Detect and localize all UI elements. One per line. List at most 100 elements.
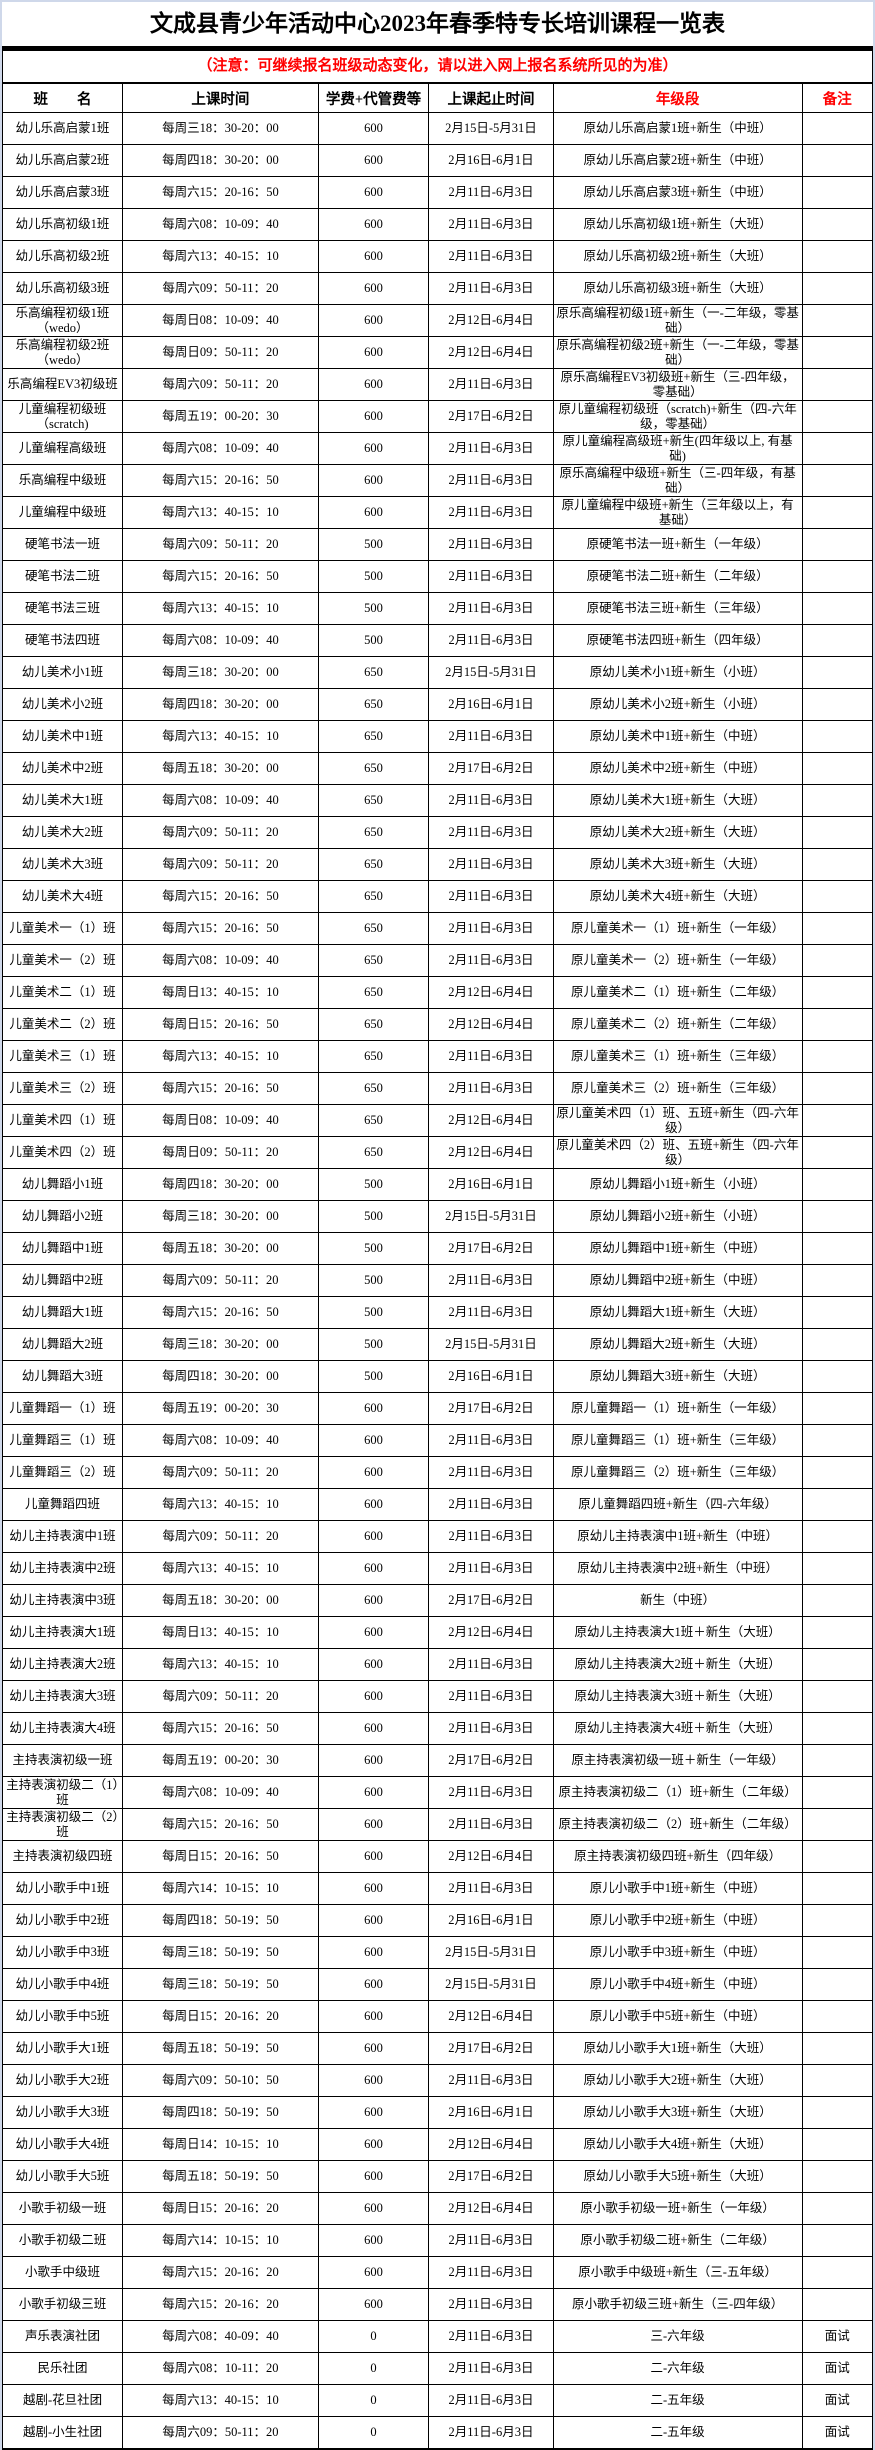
cell-dates: 2月15日-5月31日 bbox=[428, 1200, 554, 1233]
cell-remark bbox=[801, 784, 873, 817]
cell-grade: 原幼儿乐高初级2班+新生（大班） bbox=[552, 240, 803, 273]
cell-grade: 原幼儿乐高启蒙3班+新生（中班） bbox=[552, 176, 803, 209]
cell-grade: 原幼儿主持表演大4班＋新生（大班） bbox=[552, 1712, 803, 1745]
cell-remark bbox=[801, 2096, 873, 2129]
cell-remark bbox=[801, 432, 873, 465]
cell-grade: 原幼儿乐高启蒙1班+新生（中班） bbox=[552, 112, 803, 145]
cell-remark bbox=[801, 1296, 873, 1329]
cell-class-name: 硬笔书法四班 bbox=[1, 624, 124, 657]
table-row: 幼儿小歌手中1班 每周六14：10-15：10 600 2月11日-6月3日 原儿小歌手… bbox=[1, 1872, 873, 1905]
cell-schedule: 每周日13：40-15：10 bbox=[122, 1616, 319, 1649]
cell-schedule: 每周六13：40-15：10 bbox=[122, 496, 319, 529]
cell-schedule: 每周三18：30-20：00 bbox=[122, 1328, 319, 1361]
cell-remark bbox=[801, 1808, 873, 1841]
cell-remark bbox=[801, 1424, 873, 1457]
cell-dates: 2月11日-6月3日 bbox=[428, 368, 554, 401]
cell-schedule: 每周四18：30-20：00 bbox=[122, 1360, 319, 1393]
cell-dates: 2月11日-6月3日 bbox=[428, 496, 554, 529]
cell-grade: 三-六年级 bbox=[552, 2320, 803, 2353]
cell-dates: 2月17日-6月2日 bbox=[428, 400, 554, 433]
cell-remark: 面试 bbox=[801, 2416, 873, 2450]
cell-fee: 600 bbox=[317, 1456, 430, 1489]
cell-grade: 原幼儿美术大2班+新生（大班） bbox=[552, 816, 803, 849]
table-row: 幼儿美术小1班 每周三18：30-20：00 650 2月15日-5月31日 原幼儿美术… bbox=[1, 656, 873, 689]
cell-grade: 原幼儿舞蹈小1班+新生（小班） bbox=[552, 1168, 803, 1201]
cell-class-name: 幼儿小歌手大1班 bbox=[1, 2032, 124, 2065]
cell-class-name: 幼儿主持表演中1班 bbox=[1, 1520, 124, 1553]
cell-grade: 原乐高编程初级2班+新生（一-二年级，零基础） bbox=[552, 336, 803, 369]
cell-schedule: 每周五19：00-20：30 bbox=[122, 400, 319, 433]
cell-schedule: 每周四18：50-19：50 bbox=[122, 2096, 319, 2129]
cell-class-name: 幼儿小歌手中2班 bbox=[1, 1904, 124, 1937]
cell-schedule: 每周六13：40-15：10 bbox=[122, 1648, 319, 1681]
cell-remark bbox=[801, 2000, 873, 2033]
cell-class-name: 幼儿小歌手中1班 bbox=[1, 1872, 124, 1905]
cell-fee: 650 bbox=[317, 912, 430, 945]
table-row: 幼儿舞蹈大3班 每周四18：30-20：00 500 2月16日-6月1日 原幼儿舞蹈大… bbox=[1, 1360, 873, 1393]
cell-schedule: 每周六08：10-09：40 bbox=[122, 624, 319, 657]
table-row: 儿童美术一（1）班 每周六15：20-16：50 650 2月11日-6月3日 原儿童美… bbox=[1, 912, 873, 945]
table-row: 幼儿美术大4班 每周六15：20-16：50 650 2月11日-6月3日 原幼儿美术大… bbox=[1, 880, 873, 913]
cell-grade: 原儿童编程中级班+新生（三年级以上，有基础） bbox=[552, 496, 803, 529]
cell-remark bbox=[801, 1360, 873, 1393]
table-row: 硬笔书法四班 每周六08：10-09：40 500 2月11日-6月3日 原硬笔书法四班… bbox=[1, 624, 873, 657]
cell-fee: 600 bbox=[317, 1808, 430, 1841]
cell-remark bbox=[801, 528, 873, 561]
cell-fee: 500 bbox=[317, 1200, 430, 1233]
cell-dates: 2月12日-6月4日 bbox=[428, 1840, 554, 1873]
cell-grade: 原儿小歌手中4班+新生（中班） bbox=[552, 1968, 803, 2001]
cell-remark bbox=[801, 336, 873, 369]
cell-dates: 2月16日-6月1日 bbox=[428, 1360, 554, 1393]
cell-fee: 600 bbox=[317, 2224, 430, 2257]
table-row: 幼儿乐高启蒙3班 每周六15：20-16：50 600 2月11日-6月3日 原幼儿乐高… bbox=[1, 176, 873, 209]
table-row: 乐高编程初级1班（wedo） 每周日08：10-09：40 600 2月12日-6月4… bbox=[1, 304, 873, 337]
cell-class-name: 幼儿主持表演大1班 bbox=[1, 1616, 124, 1649]
cell-class-name: 幼儿乐高初级3班 bbox=[1, 272, 124, 305]
table-row: 幼儿美术大1班 每周六08：10-09：40 650 2月11日-6月3日 原幼儿美术大… bbox=[1, 784, 873, 817]
cell-fee: 600 bbox=[317, 1872, 430, 1905]
cell-fee: 600 bbox=[317, 2288, 430, 2321]
cell-dates: 2月12日-6月4日 bbox=[428, 1008, 554, 1041]
cell-class-name: 幼儿舞蹈小2班 bbox=[1, 1200, 124, 1233]
cell-fee: 600 bbox=[317, 2000, 430, 2033]
cell-fee: 600 bbox=[317, 1392, 430, 1425]
cell-class-name: 小歌手初级二班 bbox=[1, 2224, 124, 2257]
cell-class-name: 硬笔书法二班 bbox=[1, 560, 124, 593]
cell-remark bbox=[801, 1200, 873, 1233]
notice-text: （注意：可继续报名班级动态变化，请以进入网上报名系统所见的为准） bbox=[2, 51, 873, 83]
cell-fee: 600 bbox=[317, 1904, 430, 1937]
cell-class-name: 幼儿舞蹈大1班 bbox=[1, 1296, 124, 1329]
cell-fee: 500 bbox=[317, 1360, 430, 1393]
cell-dates: 2月11日-6月3日 bbox=[428, 1040, 554, 1073]
cell-class-name: 幼儿美术小1班 bbox=[1, 656, 124, 689]
cell-fee: 600 bbox=[317, 1840, 430, 1873]
cell-schedule: 每周三18：50-19：50 bbox=[122, 1936, 319, 1969]
cell-remark bbox=[801, 1488, 873, 1521]
table-header: 班 名上课时间 学费+代管费等 上课起止时间 年级段 备注 bbox=[1, 83, 873, 113]
cell-grade: 原乐高编程初级1班+新生（一-二年级，零基础） bbox=[552, 304, 803, 337]
cell-remark bbox=[801, 1168, 873, 1201]
cell-grade: 原硬笔书法一班+新生（一年级） bbox=[552, 528, 803, 561]
table-row: 越剧-花旦社团 每周六13：40-15：10 0 2月11日-6月3日 二-五年级 面试 bbox=[1, 2384, 873, 2417]
cell-dates: 2月11日-6月3日 bbox=[428, 2416, 554, 2450]
cell-schedule: 每周六13：40-15：10 bbox=[122, 1552, 319, 1585]
cell-schedule: 每周六09：50-11：20 bbox=[122, 2416, 319, 2450]
cell-dates: 2月11日-6月3日 bbox=[428, 1520, 554, 1553]
cell-schedule: 每周六13：40-15：10 bbox=[122, 592, 319, 625]
cell-class-name: 儿童美术一（2）班 bbox=[1, 944, 124, 977]
cell-class-name: 乐高编程中级班 bbox=[1, 464, 124, 497]
cell-grade: 原幼儿主持表演大3班＋新生（大班） bbox=[552, 1680, 803, 1713]
cell-grade: 原幼儿主持表演中2班+新生（中班） bbox=[552, 1552, 803, 1585]
cell-remark bbox=[801, 1456, 873, 1489]
cell-fee: 500 bbox=[317, 1328, 430, 1361]
cell-schedule: 每周五18：30-20：00 bbox=[122, 1584, 319, 1617]
cell-remark bbox=[801, 2064, 873, 2097]
cell-grade: 原主持表演初级四班+新生（四年级） bbox=[552, 1840, 803, 1873]
cell-remark bbox=[801, 1040, 873, 1073]
cell-class-name: 幼儿乐高启蒙2班 bbox=[1, 144, 124, 177]
cell-schedule: 每周三18：50-19：50 bbox=[122, 1968, 319, 2001]
cell-remark bbox=[801, 1072, 873, 1105]
cell-remark bbox=[801, 1776, 873, 1809]
cell-fee: 600 bbox=[317, 1936, 430, 1969]
